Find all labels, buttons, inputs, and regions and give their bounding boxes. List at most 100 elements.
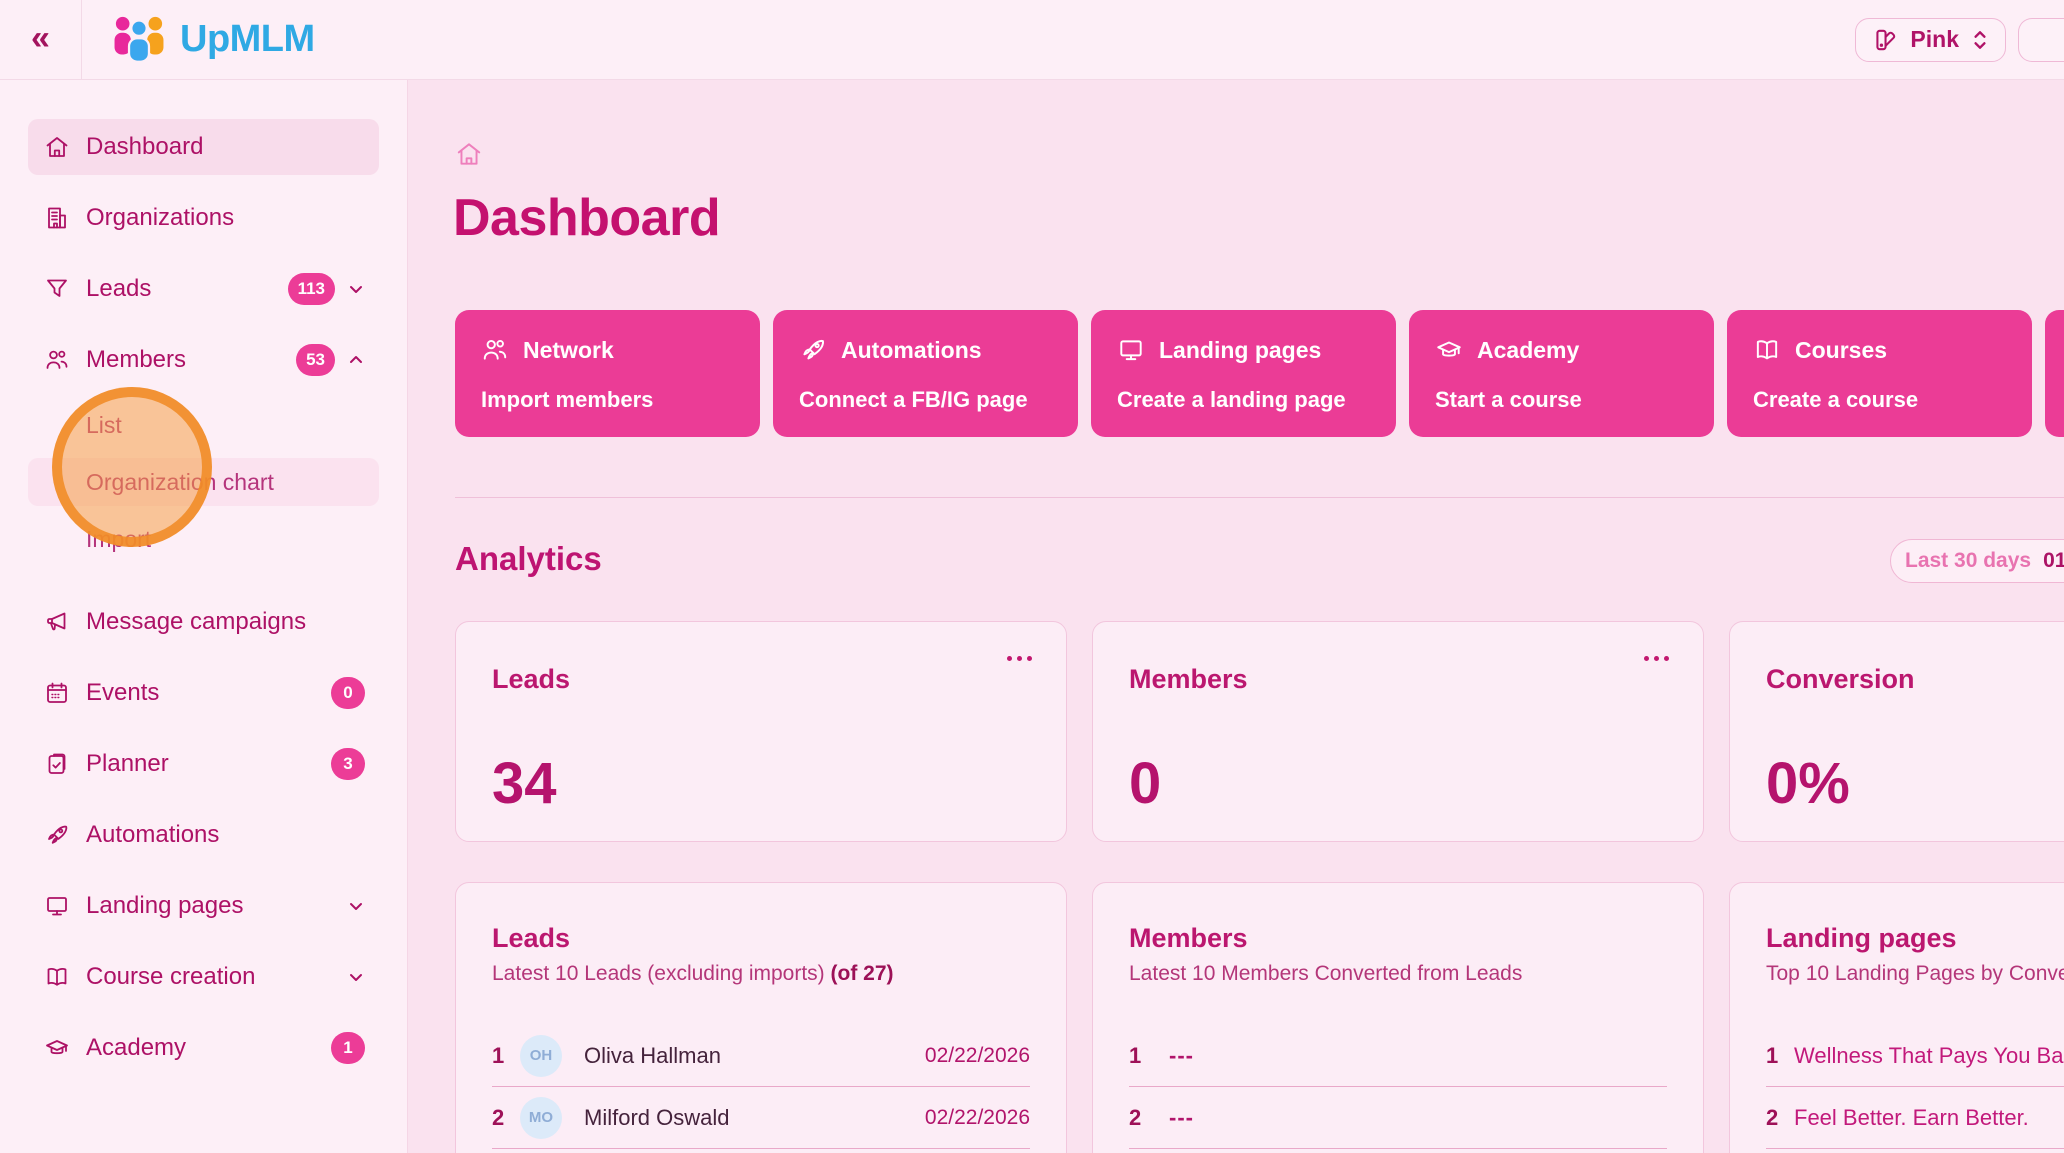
stat-value: 0%	[1766, 755, 2064, 813]
header-actions: Pink	[1855, 18, 2064, 62]
sidebar-item-course-creation[interactable]: Course creation	[0, 949, 407, 1015]
sidebar-item-leads[interactable]: Leads 113	[0, 261, 407, 327]
row-number: 2	[492, 1105, 520, 1131]
stat-value: 34	[492, 755, 1030, 813]
lead-date: 02/22/2026	[925, 1106, 1030, 1130]
sidebar-label: Message campaigns	[86, 608, 306, 636]
header-edge-button[interactable]	[2018, 18, 2064, 62]
calendar-icon	[44, 680, 70, 706]
landing-page-name[interactable]: Feel Better. Earn Better.	[1794, 1105, 2029, 1131]
row-number: 1	[1766, 1043, 1794, 1069]
table-row[interactable]: 2 ---	[1129, 1087, 1667, 1149]
quick-action-automations[interactable]: Automations Connect a FB/IG page	[773, 310, 1078, 437]
empty-value: ---	[1169, 1043, 1194, 1069]
sidebar-item-events[interactable]: Events 0	[0, 665, 407, 731]
theme-name: Pink	[1910, 26, 1959, 53]
list-card-members: Members Latest 10 Members Converted from…	[1092, 882, 1704, 1153]
graduation-cap-icon	[1435, 336, 1463, 364]
stats-row: Leads 34 Members 0 Conversion 0%	[455, 621, 2064, 842]
megaphone-icon	[44, 609, 70, 635]
quick-action-title: Courses	[1795, 337, 1887, 364]
members-rows: 1 --- 2 ---	[1129, 1025, 1667, 1149]
landing-page-name[interactable]: Wellness That Pays You Back	[1794, 1043, 2064, 1069]
brand-name: UpMLM	[180, 18, 315, 61]
sidebar-label: Planner	[86, 750, 169, 778]
home-icon	[44, 134, 70, 160]
list-subtitle-text: Latest 10 Leads (excluding imports)	[492, 962, 831, 985]
quick-action-subtitle: Create a landing page	[1117, 387, 1370, 413]
rocket-icon	[44, 822, 70, 848]
list-card-landing-pages: Landing pages Top 10 Landing Pages by Co…	[1729, 882, 2064, 1153]
chevron-down-icon[interactable]	[347, 280, 365, 298]
ellipsis-menu-icon[interactable]	[1644, 656, 1669, 661]
sidebar-item-organizations[interactable]: Organizations	[0, 190, 407, 256]
theme-selector-button[interactable]: Pink	[1855, 18, 2006, 62]
top-bar: « UpMLM	[0, 0, 2064, 80]
stat-title: Leads	[492, 664, 1030, 695]
sidebar-item-dashboard[interactable]: Dashboard	[0, 119, 407, 185]
date-range-selector[interactable]: Last 30 days 01/2	[1890, 539, 2064, 583]
breadcrumb-home-icon[interactable]	[455, 140, 483, 168]
list-subtitle-text: Latest 10 Members Converted from Leads	[1129, 962, 1522, 985]
sidebar-item-planner[interactable]: Planner 3	[0, 736, 407, 802]
list-title: Members	[1129, 921, 1667, 955]
building-icon	[44, 205, 70, 231]
quick-action-courses[interactable]: Courses Create a course	[1727, 310, 2032, 437]
academy-count-badge: 1	[331, 1032, 365, 1064]
open-book-icon	[44, 964, 70, 990]
lead-name: Milford Oswald	[584, 1105, 729, 1131]
table-row[interactable]: 2 Feel Better. Earn Better.	[1766, 1087, 2064, 1149]
date-range-start: 01/2	[2043, 549, 2064, 573]
leads-rows: 1 OH Oliva Hallman 02/22/2026 2 MO Milfo…	[492, 1025, 1030, 1149]
list-subtitle-text: Top 10 Landing Pages by Conversion	[1766, 962, 2064, 985]
row-number: 2	[1766, 1105, 1794, 1131]
stat-title: Members	[1129, 664, 1667, 695]
collapse-sidebar-icon[interactable]: «	[31, 21, 50, 59]
table-row[interactable]: 1 Wellness That Pays You Back	[1766, 1025, 2064, 1087]
list-title: Leads	[492, 921, 1030, 955]
date-range-label: Last 30 days	[1905, 549, 2031, 573]
sidebar-label: Members	[86, 346, 186, 374]
chevron-up-icon[interactable]	[347, 351, 365, 369]
quick-action-landing-pages[interactable]: Landing pages Create a landing page	[1091, 310, 1396, 437]
quick-action-partial[interactable]	[2045, 310, 2064, 437]
avatar: OH	[520, 1035, 562, 1077]
sidebar-subitem-organization-chart[interactable]: Organization chart	[0, 458, 407, 512]
sidebar-label: Leads	[86, 275, 151, 303]
section-divider	[455, 497, 2064, 498]
quick-action-subtitle: Start a course	[1435, 387, 1688, 413]
chevron-down-icon[interactable]	[347, 968, 365, 986]
sidebar-collapse-zone: «	[0, 0, 82, 80]
chevron-down-icon[interactable]	[347, 897, 365, 915]
analytics-heading: Analytics	[455, 540, 602, 578]
table-row[interactable]: 1 OH Oliva Hallman 02/22/2026	[492, 1025, 1030, 1087]
quick-action-title: Academy	[1477, 337, 1579, 364]
quick-action-network[interactable]: Network Import members	[455, 310, 760, 437]
subitem-label: List	[86, 412, 122, 439]
sidebar-item-landing-pages[interactable]: Landing pages	[0, 878, 407, 944]
sidebar-item-automations[interactable]: Automations	[0, 807, 407, 873]
ellipsis-menu-icon[interactable]	[1007, 656, 1032, 661]
sidebar-label: Course creation	[86, 963, 255, 991]
quick-action-academy[interactable]: Academy Start a course	[1409, 310, 1714, 437]
funnel-icon	[44, 276, 70, 302]
quick-action-title: Automations	[841, 337, 982, 364]
subitem-label: Import	[86, 526, 151, 553]
table-row[interactable]: 1 ---	[1129, 1025, 1667, 1087]
table-row[interactable]: 2 MO Milford Oswald 02/22/2026	[492, 1087, 1030, 1149]
sidebar-item-message-campaigns[interactable]: Message campaigns	[0, 594, 407, 660]
monitor-icon	[44, 893, 70, 919]
lead-date: 02/22/2026	[925, 1044, 1030, 1068]
app-logo[interactable]: UpMLM	[110, 14, 315, 66]
sidebar-subitem-import[interactable]: Import	[0, 515, 407, 569]
stat-value: 0	[1129, 755, 1667, 813]
sidebar-item-members[interactable]: Members 53	[0, 332, 407, 398]
list-subtitle: Latest 10 Members Converted from Leads	[1129, 961, 1667, 987]
sidebar-label: Organizations	[86, 204, 234, 232]
monitor-icon	[1117, 336, 1145, 364]
sidebar-item-academy[interactable]: Academy 1	[0, 1020, 407, 1086]
quick-actions-row: Network Import members Automations	[455, 310, 2064, 437]
sidebar-subitem-list[interactable]: List	[0, 401, 407, 455]
clipboard-check-icon	[44, 751, 70, 777]
main-content: Dashboard Network Import members	[408, 80, 2064, 1153]
